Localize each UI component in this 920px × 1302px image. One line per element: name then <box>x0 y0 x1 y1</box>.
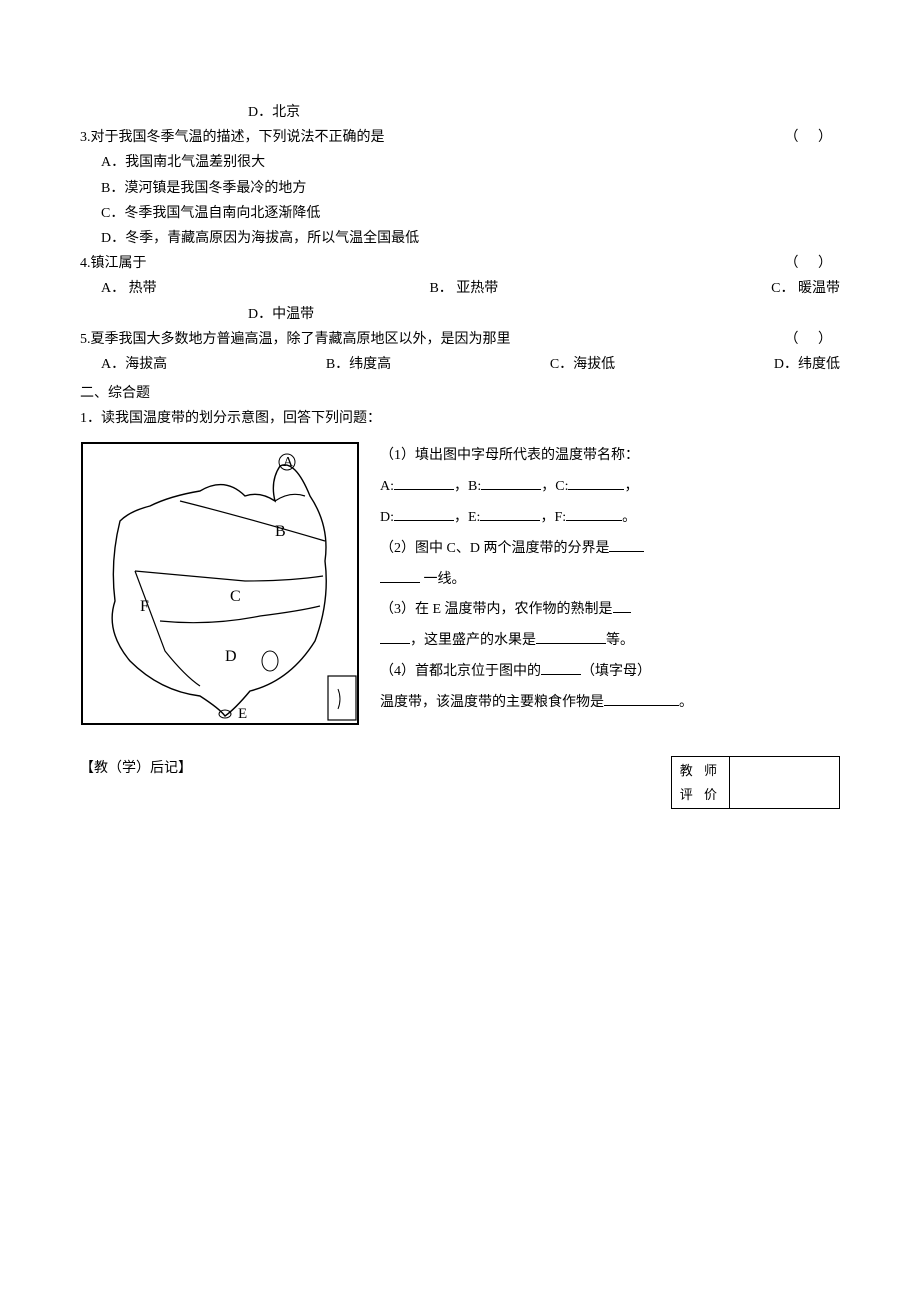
q3-stem-line: 3.对于我国冬季气温的描述，下列说法不正确的是 （ ） <box>80 125 840 150</box>
blank-sub4-1[interactable] <box>541 661 581 675</box>
comp1-sub4-cont: 温度带，该温度带的主要粮食作物是 。 <box>380 688 840 719</box>
q3-option-b: B．漠河镇是我国冬季最冷的地方 <box>80 176 840 201</box>
q3-stem: 3.对于我国冬季气温的描述，下列说法不正确的是 <box>80 125 385 150</box>
postscript-label: 【教（学）后记】 <box>80 756 192 781</box>
q4-options-row1: A． 热带 B． 亚热带 C． 暖温带 <box>80 276 840 301</box>
blank-sub4-2[interactable] <box>604 692 679 706</box>
map-label-c: C <box>230 588 241 605</box>
q5-stem: 5.夏季我国大多数地方普遍高温，除了青藏高原地区以外，是因为那里 <box>80 327 511 352</box>
q4-option-b: B． 亚热带 <box>429 276 498 301</box>
figure-row: A B C D E F （1）填出图中字母所代表的温度带名称： A: ，B: ，C:… <box>80 441 840 726</box>
blank-sub2-1[interactable] <box>609 538 644 552</box>
map-label-f: F <box>140 598 149 615</box>
comp1-sub2-cont: 一线。 <box>380 565 840 596</box>
q4-option-d: D．中温带 <box>80 302 840 327</box>
end-abc: ， <box>624 479 638 494</box>
comp1-stem: 1．读我国温度带的划分示意图，回答下列问题： <box>80 406 840 431</box>
end-def: 。 <box>622 510 636 525</box>
blank-b[interactable] <box>481 476 541 490</box>
q4-option-c: C． 暖温带 <box>771 276 840 301</box>
q5-option-a: A．海拔高 <box>101 352 167 377</box>
comp1-sub3-cont: ，这里盛产的水果是 等。 <box>380 626 840 657</box>
china-temperature-zone-map: A B C D E F <box>80 441 360 726</box>
map-label-e: E <box>238 706 247 722</box>
q2-option-d: D．北京 <box>80 100 840 125</box>
label-b: ，B: <box>454 479 481 494</box>
blank-sub3-1a[interactable] <box>613 599 631 613</box>
sub4-text-b: （填字母） <box>581 664 651 679</box>
sub4-text-c: 温度带，该温度带的主要粮食作物是 <box>380 695 604 710</box>
comp1-line-abc: A: ，B: ，C: ， <box>380 472 840 503</box>
label-a: A: <box>380 479 394 494</box>
comp1-line-def: D: ，E: ，F: 。 <box>380 503 840 534</box>
eval-label-1: 教 师 <box>680 759 721 782</box>
eval-label-cell: 教 师 评 价 <box>671 757 729 809</box>
q3-paren: （ ） <box>785 125 841 150</box>
q3-option-a: A．我国南北气温差别很大 <box>80 150 840 175</box>
section2-title: 二、综合题 <box>80 381 840 406</box>
comp1-sub3: （3）在 E 温度带内，农作物的熟制是 <box>380 595 840 626</box>
eval-label-2: 评 价 <box>680 783 721 806</box>
sub4-text-a: （4）首都北京位于图中的 <box>380 664 541 679</box>
sub-questions: （1）填出图中字母所代表的温度带名称： A:，B:，C:， D:，E:，F:。 … <box>380 441 840 718</box>
q3-option-c: C．冬季我国气温自南向北逐渐降低 <box>80 201 840 226</box>
q4-option-a: A． 热带 <box>101 276 157 301</box>
blank-sub3-2[interactable] <box>536 630 606 644</box>
sub2-text-b: 一线。 <box>420 572 466 587</box>
eval-blank-cell[interactable] <box>730 757 840 809</box>
label-f: ，F: <box>540 510 566 525</box>
q5-paren: （ ） <box>785 327 841 352</box>
label-d: D: <box>380 510 394 525</box>
q5-option-b: B．纬度高 <box>326 352 391 377</box>
comp1-sub4: （4）首都北京位于图中的 （填字母） <box>380 657 840 688</box>
blank-f[interactable] <box>566 507 622 521</box>
blank-sub2-2[interactable] <box>380 569 420 583</box>
q3-option-d: D．冬季，青藏高原因为海拔高，所以气温全国最低 <box>80 226 840 251</box>
sub3-text-c: 等。 <box>606 633 634 648</box>
sub2-text-a: （2）图中 C、D 两个温度带的分界是 <box>380 541 609 556</box>
q5-option-c: C．海拔低 <box>550 352 615 377</box>
blank-e[interactable] <box>480 507 540 521</box>
blank-d[interactable] <box>394 507 454 521</box>
q4-stem-line: 4.镇江属于 （ ） <box>80 251 840 276</box>
comp1-sub1: （1）填出图中字母所代表的温度带名称： <box>380 441 840 472</box>
teacher-eval-table: 教 师 评 价 <box>671 756 840 809</box>
label-c: ，C: <box>541 479 568 494</box>
sub3-text-a: （3）在 E 温度带内，农作物的熟制是 <box>380 602 613 617</box>
q4-paren: （ ） <box>785 251 841 276</box>
postscript-row: 【教（学）后记】 教 师 评 价 <box>80 756 840 809</box>
blank-c[interactable] <box>568 476 624 490</box>
sub4-text-d: 。 <box>679 695 693 710</box>
map-label-b: B <box>275 523 286 540</box>
map-label-d: D <box>225 648 237 665</box>
blank-a[interactable] <box>394 476 454 490</box>
q5-options-row: A．海拔高 B．纬度高 C．海拔低 D．纬度低 <box>80 352 840 377</box>
blank-sub3-1b[interactable] <box>380 630 410 644</box>
q4-stem: 4.镇江属于 <box>80 251 147 276</box>
q5-option-d: D．纬度低 <box>774 352 840 377</box>
sub3-text-b: ，这里盛产的水果是 <box>410 633 536 648</box>
q5-stem-line: 5.夏季我国大多数地方普遍高温，除了青藏高原地区以外，是因为那里 （ ） <box>80 327 840 352</box>
label-e: ，E: <box>454 510 480 525</box>
comp1-sub2: （2）图中 C、D 两个温度带的分界是 <box>380 534 840 565</box>
